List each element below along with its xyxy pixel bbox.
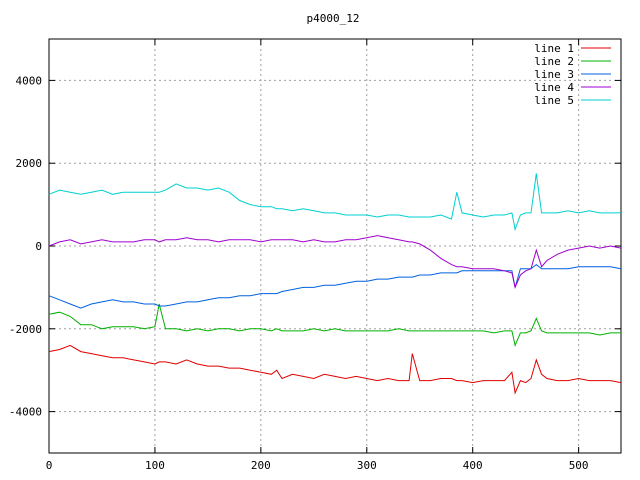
x-tick-label: 100 bbox=[145, 459, 165, 472]
series-line-3 bbox=[48, 263, 622, 309]
x-tick-label: 500 bbox=[569, 459, 589, 472]
x-tick-label: 400 bbox=[463, 459, 483, 472]
series-line-2 bbox=[48, 303, 621, 348]
legend-label-3: line 3 bbox=[534, 68, 574, 81]
legend-label-1: line 1 bbox=[534, 42, 574, 55]
axis-ticks: 0 100 200 300 400 500 -4000 -2000 0 2000 4000 bbox=[9, 39, 621, 472]
chart-title: p4000_12 bbox=[307, 12, 360, 25]
y-tick-label: 2000 bbox=[16, 157, 43, 170]
legend-label-5: line 5 bbox=[534, 94, 574, 107]
legend-label-2: line 2 bbox=[534, 55, 574, 68]
y-tick-label: 4000 bbox=[16, 74, 43, 87]
series-lines bbox=[48, 173, 622, 395]
y-tick-label: -4000 bbox=[9, 406, 42, 419]
series-line-5 bbox=[48, 173, 621, 232]
y-tick-label: 0 bbox=[35, 240, 42, 253]
y-tick-label: -2000 bbox=[9, 323, 42, 336]
series-line-4 bbox=[48, 235, 622, 290]
x-tick-label: 200 bbox=[251, 459, 271, 472]
x-tick-label: 0 bbox=[46, 459, 53, 472]
series-line-1 bbox=[48, 344, 622, 395]
x-tick-label: 300 bbox=[357, 459, 377, 472]
legend-label-4: line 4 bbox=[534, 81, 574, 94]
